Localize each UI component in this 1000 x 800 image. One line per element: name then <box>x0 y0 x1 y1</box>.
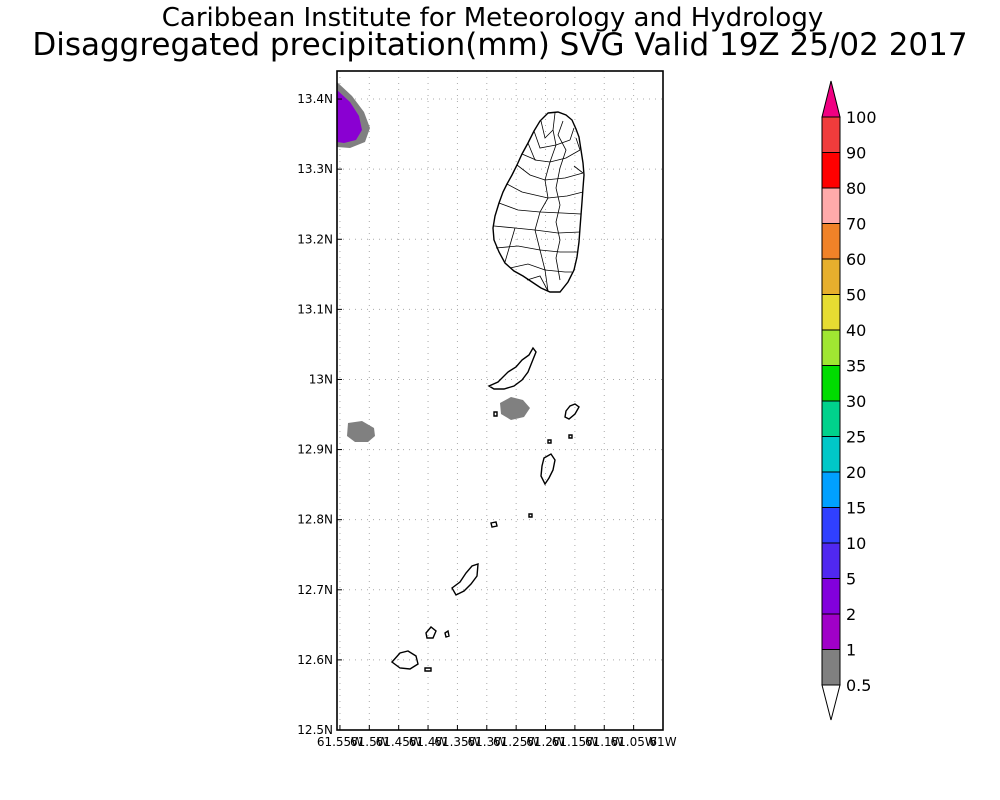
colorbar-label: 20 <box>846 463 866 482</box>
lat-tick-label: 13.4N <box>297 92 333 106</box>
colorbar-label: 40 <box>846 321 866 340</box>
chart-title: Caribbean Institute for Meteorology and … <box>161 3 824 33</box>
precip-area-northwest-purple <box>337 90 362 143</box>
colorbar-label: 5 <box>846 570 856 589</box>
lat-tick-label: 12.9N <box>297 443 333 457</box>
lat-tick-label: 13.1N <box>297 302 333 316</box>
lon-tick-label: 61.5W <box>350 735 389 749</box>
lon-tick-label: 61.2W <box>526 735 565 749</box>
colorbar-box <box>821 329 841 366</box>
coastline-mustique <box>564 403 580 420</box>
colorbar-label: 15 <box>846 499 866 518</box>
longitude-axis: 61.55W61.5W61.45W61.4W61.35W61.3W61.25W6… <box>317 725 677 749</box>
colorbar-label: 35 <box>846 357 866 376</box>
colorbar-label: 2 <box>846 605 856 624</box>
colorbar-label: 10 <box>846 534 866 553</box>
colorbar-box <box>821 542 841 579</box>
lon-tick-label: 61.1W <box>585 735 624 749</box>
coastline-petite-martinique <box>444 629 450 638</box>
colorbar-label: 1 <box>846 641 856 660</box>
colorbar-label: 100 <box>846 108 877 127</box>
coastline-southern-islet <box>390 650 419 670</box>
colorbar-box <box>821 365 841 402</box>
lat-tick-label: 12.7N <box>297 583 333 597</box>
colorbar-label: 0.5 <box>846 676 871 695</box>
colorbar-box <box>821 578 841 615</box>
colorbar-box <box>821 471 841 508</box>
coastlines <box>390 111 585 672</box>
colorbar-box <box>821 223 841 260</box>
lat-tick-label: 13N <box>309 372 333 386</box>
colorbar-label: 60 <box>846 250 866 269</box>
coastline-union-island <box>451 563 479 596</box>
lat-tick-label: 13.2N <box>297 232 333 246</box>
lon-tick-label: 61.35W <box>434 735 480 749</box>
colorbar-box <box>821 613 841 650</box>
map-frame <box>336 70 664 731</box>
colorbar-label: 90 <box>846 144 866 163</box>
lon-tick-label: 61.05W <box>611 735 657 749</box>
grid-lines <box>337 71 664 730</box>
coastline-bequia <box>487 346 537 390</box>
lat-tick-label: 12.8N <box>297 513 333 527</box>
coastline-st-vincent <box>492 111 585 293</box>
lon-tick-label: 61W <box>649 735 676 749</box>
colorbar-label: 50 <box>846 286 866 305</box>
coastline-islet-c <box>547 439 552 444</box>
coastline-mayreau <box>490 521 498 528</box>
coastline-islet-b <box>528 513 533 518</box>
colorbar-label: 25 <box>846 428 866 447</box>
lat-tick-label: 12.5N <box>297 723 333 737</box>
precip-area-bequia-gray <box>500 397 530 420</box>
lon-tick-label: 61.55W <box>317 735 363 749</box>
coastline-islet-d <box>568 434 573 439</box>
precip-area-west-gray <box>347 421 375 442</box>
coastline-islet-a <box>424 667 432 672</box>
coastline-carriacou <box>425 626 437 639</box>
precipitation-areas <box>337 82 530 442</box>
colorbar-box <box>821 116 841 153</box>
colorbar-box <box>821 400 841 437</box>
colorbar-box <box>821 436 841 473</box>
latitude-axis: 12.5N 12.6N 12.7N 12.8N 12.9N 13N 13.1N 13.2N 13… <box>297 92 342 737</box>
chart-subtitle: Disaggregated precipitation(mm) SVG Vali… <box>32 27 968 63</box>
colorbar-high-arrow <box>821 80 841 118</box>
colorbar-box <box>821 649 841 686</box>
colorbar-label: 70 <box>846 215 866 234</box>
lat-tick-label: 12.6N <box>297 653 333 667</box>
colorbar-low-arrow <box>821 684 841 721</box>
colorbar-label: 80 <box>846 179 866 198</box>
coastline-islet-e <box>493 411 498 417</box>
colorbar-label: 30 <box>846 392 866 411</box>
colorbar-box <box>821 258 841 295</box>
lon-tick-label: 61.4W <box>409 735 448 749</box>
st-vincent-watersheds <box>493 112 584 292</box>
lat-tick-label: 13.3N <box>297 162 333 176</box>
lon-tick-label: 61.3W <box>467 735 506 749</box>
colorbar-box <box>821 187 841 224</box>
colorbar-box <box>821 294 841 331</box>
lon-tick-label: 61.25W <box>493 735 539 749</box>
coastline-canouan <box>540 453 556 486</box>
colorbar-box <box>821 507 841 544</box>
lon-tick-label: 61.15W <box>552 735 598 749</box>
colorbar-box <box>821 152 841 189</box>
lon-tick-label: 61.45W <box>376 735 422 749</box>
